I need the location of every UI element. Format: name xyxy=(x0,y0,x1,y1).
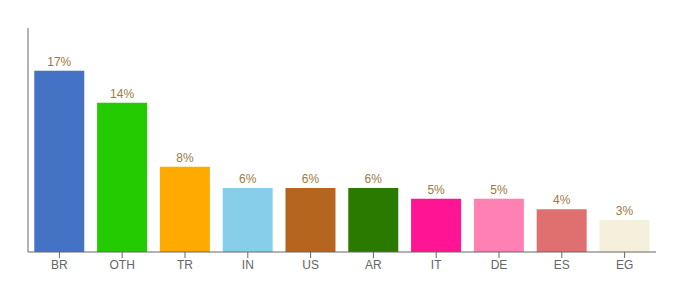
svg-text:4%: 4% xyxy=(553,193,571,207)
svg-text:BR: BR xyxy=(51,258,68,272)
svg-text:6%: 6% xyxy=(365,172,383,186)
svg-text:6%: 6% xyxy=(239,172,257,186)
svg-text:IT: IT xyxy=(431,258,442,272)
svg-text:5%: 5% xyxy=(427,183,445,197)
svg-text:IN: IN xyxy=(242,258,254,272)
svg-text:EG: EG xyxy=(616,258,633,272)
svg-text:3%: 3% xyxy=(616,204,634,218)
svg-text:ES: ES xyxy=(554,258,570,272)
svg-text:OTH: OTH xyxy=(110,258,135,272)
svg-text:17%: 17% xyxy=(47,55,71,69)
svg-text:TR: TR xyxy=(177,258,193,272)
svg-text:8%: 8% xyxy=(176,151,194,165)
svg-text:AR: AR xyxy=(365,258,382,272)
svg-text:5%: 5% xyxy=(490,183,508,197)
svg-text:14%: 14% xyxy=(110,87,134,101)
svg-text:DE: DE xyxy=(491,258,508,272)
svg-text:6%: 6% xyxy=(302,172,320,186)
svg-text:US: US xyxy=(302,258,319,272)
